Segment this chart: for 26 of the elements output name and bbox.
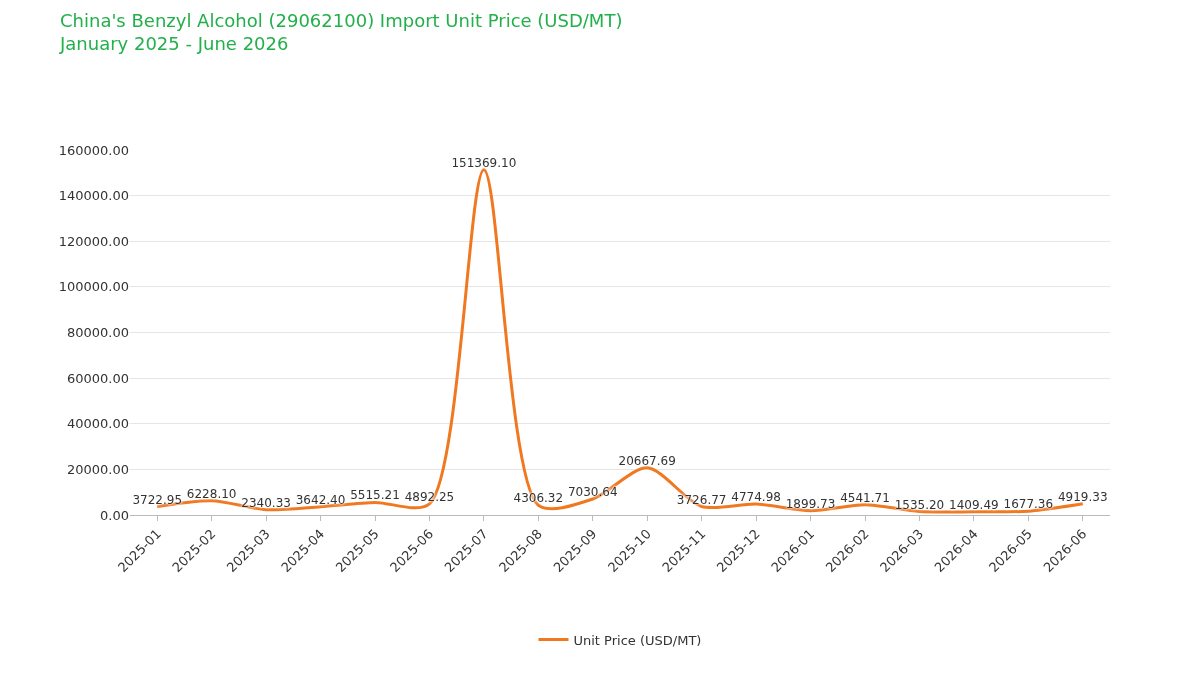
data-label: 1677.36	[1003, 497, 1054, 512]
data-label: 1409.49	[949, 497, 999, 512]
y-tick-label: 60000.00	[66, 370, 129, 386]
chart-subtitle: January 2025 - June 2026	[59, 33, 289, 55]
y-tick-label: 140000.00	[58, 188, 129, 204]
y-tick-label: 20000.00	[66, 461, 129, 477]
y-tick-label: 100000.00	[58, 279, 129, 295]
data-label: 20667.69	[618, 453, 676, 468]
data-label: 5515.21	[350, 488, 400, 503]
y-tick-label: 40000.00	[66, 416, 129, 432]
legend-label: Unit Price (USD/MT)	[573, 632, 702, 648]
data-label: 3642.40	[295, 492, 346, 507]
y-tick-label: 80000.00	[66, 325, 129, 341]
data-label: 4774.98	[731, 490, 781, 505]
chart-title: China's Benzyl Alcohol (29062100) Import Unit Price (USD/MT)	[60, 10, 623, 31]
data-label: 1535.20	[894, 497, 945, 512]
data-label: 2340.33	[241, 495, 291, 510]
y-tick-label: 120000.00	[58, 233, 129, 249]
data-label: 4541.71	[840, 490, 890, 505]
y-tick-label: 0.00	[100, 507, 129, 523]
data-label: 6228.10	[186, 486, 237, 501]
data-label: 151369.10	[451, 155, 517, 170]
data-label: 4919.33	[1057, 489, 1108, 504]
data-label: 3722.95	[132, 492, 183, 507]
y-tick-label: 160000.00	[58, 142, 129, 158]
data-label: 1899.73	[785, 496, 836, 511]
